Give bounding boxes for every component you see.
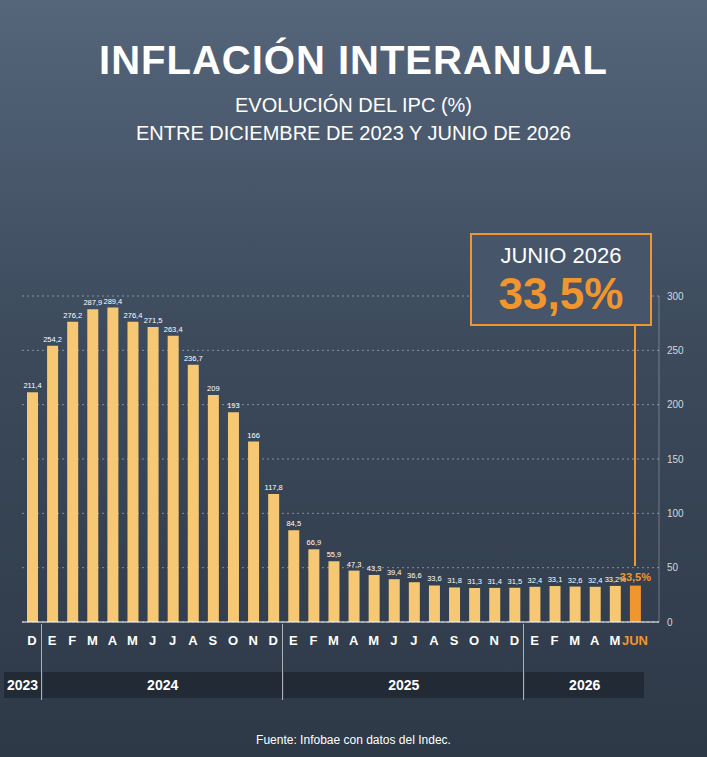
svg-text:M: M xyxy=(368,633,379,648)
html-text:INFLACIÓN INTERANUAL: INFLACIÓN INTERANUAL xyxy=(99,38,608,82)
svg-text:271,5: 271,5 xyxy=(144,316,163,325)
svg-text:F: F xyxy=(68,633,76,648)
svg-text:254,2: 254,2 xyxy=(43,335,62,344)
svg-text:A: A xyxy=(188,633,198,648)
svg-text:31,5: 31,5 xyxy=(508,577,523,586)
svg-text:S: S xyxy=(450,633,459,648)
svg-text:J: J xyxy=(390,633,397,648)
svg-text:32,6: 32,6 xyxy=(568,576,583,585)
svg-text:JUN: JUN xyxy=(622,633,648,648)
svg-text:276,2: 276,2 xyxy=(63,311,82,320)
svg-text:33,2%: 33,2% xyxy=(604,574,626,584)
html-text:EVOLUCIÓN DEL IPC (%): EVOLUCIÓN DEL IPC (%) xyxy=(235,94,472,116)
html-text:2024: 2024 xyxy=(147,677,179,693)
svg-text:A: A xyxy=(108,633,118,648)
svg-text:32,4: 32,4 xyxy=(588,576,603,585)
svg-text:33,6: 33,6 xyxy=(427,574,442,583)
svg-text:E: E xyxy=(289,633,298,648)
html-text:Fuente: Infobae con datos del: Fuente: Infobae con datos del Indec. xyxy=(256,733,451,747)
svg-text:J: J xyxy=(149,633,156,648)
svg-text:263,4: 263,4 xyxy=(164,325,183,334)
svg-text:N: N xyxy=(248,633,257,648)
svg-text:236,7: 236,7 xyxy=(184,354,203,363)
html-text:2023: 2023 xyxy=(7,677,39,693)
svg-text:0: 0 xyxy=(667,617,673,628)
svg-text:M: M xyxy=(328,633,339,648)
svg-text:D: D xyxy=(269,633,278,648)
svg-text:193: 193 xyxy=(227,401,240,410)
svg-text:33,5%: 33,5% xyxy=(620,571,651,583)
svg-text:36,6: 36,6 xyxy=(407,571,422,580)
svg-text:166: 166 xyxy=(247,431,260,440)
svg-text:47,3: 47,3 xyxy=(347,560,362,569)
svg-text:300: 300 xyxy=(667,291,684,302)
svg-text:M: M xyxy=(127,633,138,648)
svg-text:N: N xyxy=(490,633,499,648)
svg-text:32,4: 32,4 xyxy=(528,576,543,585)
svg-text:31,8: 31,8 xyxy=(447,576,462,585)
svg-text:A: A xyxy=(349,633,359,648)
svg-text:150: 150 xyxy=(667,454,684,465)
html-text:2026: 2026 xyxy=(569,677,601,693)
svg-text:F: F xyxy=(551,633,559,648)
svg-text:209: 209 xyxy=(207,384,220,393)
svg-text:117,8: 117,8 xyxy=(265,483,283,492)
svg-text:55,9: 55,9 xyxy=(327,550,342,559)
svg-text:276,4: 276,4 xyxy=(124,311,143,320)
svg-text:43,3: 43,3 xyxy=(367,564,382,573)
html-text:33,5%: 33,5% xyxy=(498,269,624,318)
svg-text:200: 200 xyxy=(667,399,684,410)
svg-text:84,5: 84,5 xyxy=(286,519,301,528)
svg-text:31,4: 31,4 xyxy=(487,577,502,586)
svg-text:E: E xyxy=(530,633,539,648)
svg-text:J: J xyxy=(169,633,176,648)
svg-text:289,4: 289,4 xyxy=(103,297,122,306)
svg-text:F: F xyxy=(309,633,317,648)
svg-text:M: M xyxy=(569,633,580,648)
svg-text:250: 250 xyxy=(667,345,684,356)
svg-text:E: E xyxy=(48,633,57,648)
svg-text:J: J xyxy=(410,633,417,648)
svg-text:O: O xyxy=(469,633,479,648)
svg-text:M: M xyxy=(87,633,98,648)
svg-text:31,3: 31,3 xyxy=(467,577,482,586)
html-text:2025: 2025 xyxy=(388,677,420,693)
svg-text:M: M xyxy=(609,633,620,648)
svg-text:66,9: 66,9 xyxy=(307,538,322,547)
svg-text:D: D xyxy=(510,633,519,648)
svg-text:A: A xyxy=(429,633,439,648)
svg-text:39,4: 39,4 xyxy=(387,568,402,577)
svg-text:D: D xyxy=(27,633,36,648)
svg-text:287,9: 287,9 xyxy=(83,298,102,307)
svg-text:S: S xyxy=(209,633,218,648)
svg-text:100: 100 xyxy=(667,508,684,519)
svg-text:33,1: 33,1 xyxy=(548,575,563,584)
svg-text:211,4: 211,4 xyxy=(23,381,41,390)
svg-text:50: 50 xyxy=(667,562,679,573)
html-text:ENTRE DICIEMBRE DE 2023 Y JUNI: ENTRE DICIEMBRE DE 2023 Y JUNIO DE 2026 xyxy=(136,122,571,144)
svg-text:A: A xyxy=(590,633,600,648)
svg-text:O: O xyxy=(228,633,238,648)
html-text:JUNIO 2026: JUNIO 2026 xyxy=(500,243,622,268)
